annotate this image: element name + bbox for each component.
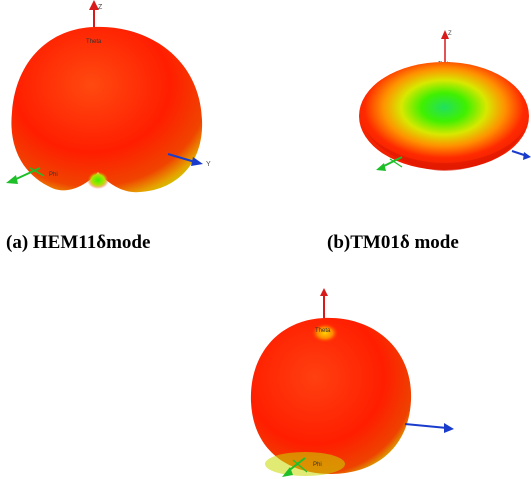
x-axis-arrow-icon xyxy=(282,467,293,477)
tm01-pattern-torus xyxy=(359,62,529,170)
theta-label: Theta xyxy=(86,39,102,45)
phi-label: Phi xyxy=(49,172,58,178)
pattern-tm01-plot: Z Theta xyxy=(359,30,531,171)
x-axis-tick xyxy=(29,167,45,177)
z-axis-arrow-icon xyxy=(320,288,328,296)
x-axis-tick xyxy=(389,158,403,168)
pattern-tm01-panel: Z Theta xyxy=(352,25,531,185)
hem11-pattern-lobe xyxy=(11,26,203,193)
phi-label: Phi xyxy=(313,462,322,468)
z-axis-arrow-icon xyxy=(89,0,99,10)
pattern-c-plot: Theta Phi xyxy=(250,288,454,477)
pattern-hem11-plot: Z Theta Phi Y xyxy=(6,0,211,193)
y-axis-arrow-icon xyxy=(191,157,203,166)
tm01-lower-rim xyxy=(361,121,528,171)
y-axis-line xyxy=(167,153,196,163)
pattern-c-underside xyxy=(265,452,345,476)
theta-label: Theta xyxy=(315,328,331,334)
z-axis-arrow-icon xyxy=(441,30,449,39)
pattern-hem11-panel: Z Theta Phi Y xyxy=(0,0,225,205)
x-axis-line xyxy=(381,156,403,168)
hem11-null-region xyxy=(87,171,109,189)
z-axis-label: Z xyxy=(448,31,452,37)
y-axis-arrow-icon xyxy=(444,423,454,433)
x-axis-line xyxy=(13,167,41,181)
y-axis-arrow-icon xyxy=(523,152,531,160)
pattern-c-top-null xyxy=(311,323,339,343)
y-axis-label: Y xyxy=(206,161,211,168)
z-axis-label: Z xyxy=(98,4,103,11)
caption-a: (a) HEM11δmode xyxy=(6,232,151,253)
x-axis-arrow-icon xyxy=(6,175,18,184)
x-axis-tick xyxy=(292,459,308,473)
x-axis-arrow-icon xyxy=(376,163,386,171)
caption-b: (b)TM01δ mode xyxy=(327,232,459,253)
y-axis-line xyxy=(404,423,448,429)
pattern-c-lobe xyxy=(250,317,412,474)
pattern-c-panel: Theta Phi xyxy=(235,288,467,479)
